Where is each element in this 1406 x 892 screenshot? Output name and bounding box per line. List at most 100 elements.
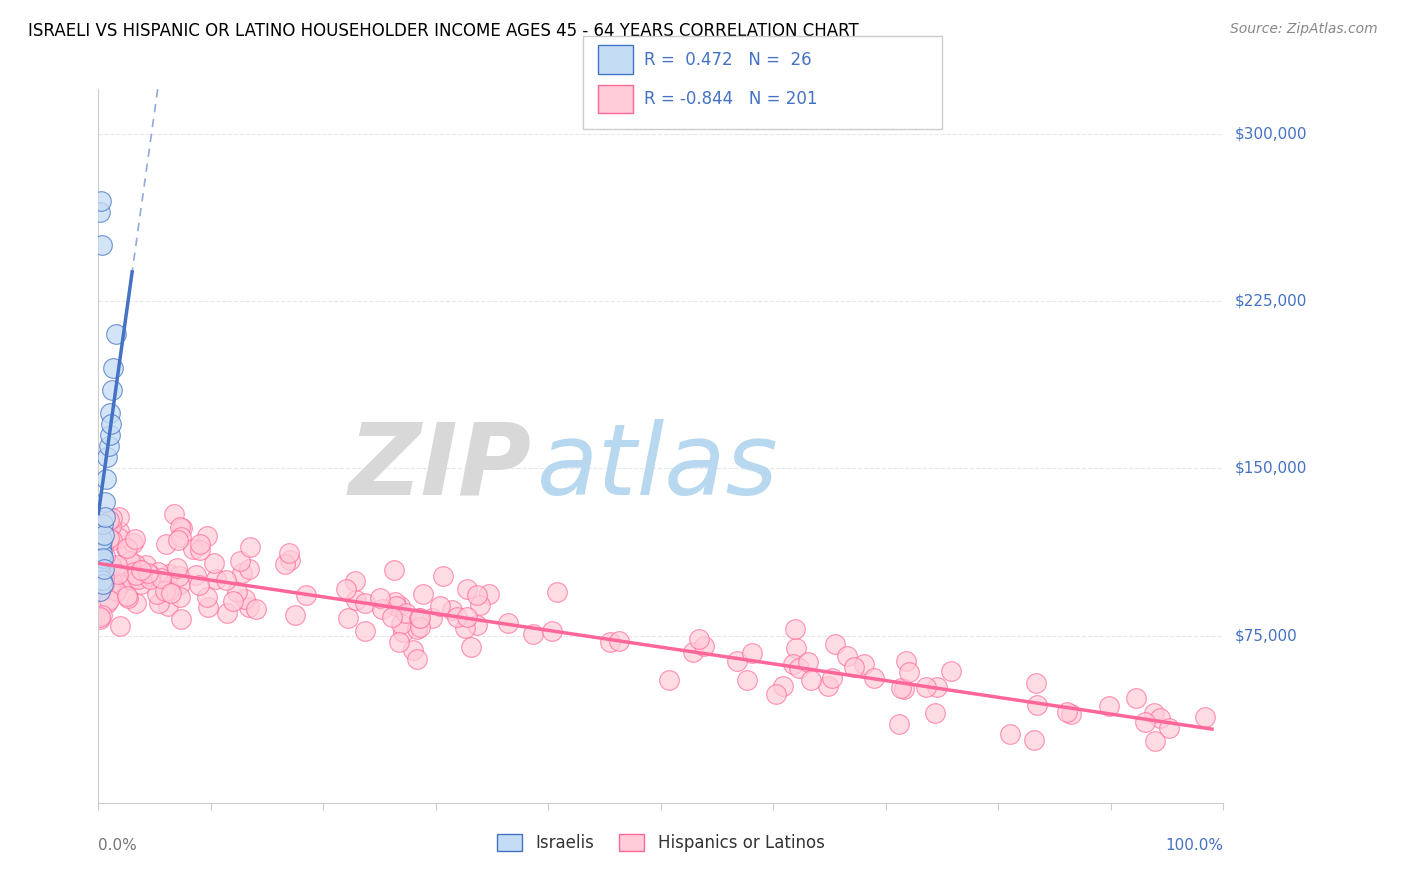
- Point: [136, 566, 159, 581]
- Point: [89, 554, 111, 568]
- Point: [108, 531, 131, 545]
- Point: [105, 558, 128, 573]
- Point: [785, 641, 807, 656]
- Point: [118, 554, 141, 568]
- Point: [1125, 691, 1147, 706]
- Point: [824, 637, 846, 651]
- Point: [90, 533, 112, 547]
- Text: $225,000: $225,000: [1234, 293, 1306, 309]
- Point: [157, 599, 180, 613]
- Point: [91, 580, 114, 594]
- Point: [125, 596, 148, 610]
- Point: [89, 555, 111, 569]
- Point: [446, 610, 468, 624]
- Point: [104, 562, 127, 576]
- Point: [429, 599, 451, 614]
- Point: [821, 672, 844, 686]
- Point: [896, 654, 918, 668]
- Point: [89, 583, 111, 598]
- Point: [166, 533, 188, 548]
- Point: [658, 673, 681, 687]
- Point: [100, 558, 122, 572]
- Point: [91, 563, 114, 577]
- Point: [344, 574, 367, 588]
- Point: [354, 596, 377, 610]
- Point: [388, 599, 411, 614]
- Point: [98, 582, 121, 596]
- Point: [1135, 714, 1157, 729]
- Point: [89, 583, 111, 598]
- Point: [389, 616, 412, 631]
- Point: [225, 585, 247, 599]
- Point: [190, 537, 212, 551]
- Point: [90, 539, 112, 553]
- Text: $300,000: $300,000: [1234, 127, 1306, 141]
- Point: [89, 610, 111, 624]
- Point: [93, 571, 115, 585]
- Point: [284, 607, 307, 622]
- Point: [134, 558, 156, 572]
- Point: [139, 567, 162, 582]
- Point: [93, 549, 115, 563]
- Point: [101, 575, 124, 590]
- Point: [131, 577, 153, 591]
- Point: [800, 673, 823, 687]
- Point: [101, 360, 124, 375]
- Point: [108, 509, 131, 524]
- Point: [371, 602, 394, 616]
- Point: [498, 615, 520, 630]
- Text: R = -0.844   N = 201: R = -0.844 N = 201: [644, 90, 817, 108]
- Point: [90, 549, 112, 563]
- Point: [456, 582, 478, 597]
- Point: [782, 657, 804, 671]
- Point: [91, 566, 114, 580]
- Point: [169, 519, 191, 533]
- Point: [108, 619, 131, 633]
- Point: [863, 671, 886, 685]
- Point: [897, 665, 920, 680]
- Point: [1026, 698, 1049, 712]
- Point: [197, 600, 219, 615]
- Point: [105, 327, 128, 342]
- Point: [170, 612, 193, 626]
- Point: [160, 586, 183, 600]
- Point: [789, 660, 811, 674]
- Point: [796, 655, 818, 669]
- Point: [465, 618, 488, 632]
- Point: [229, 554, 252, 568]
- Point: [915, 681, 938, 695]
- Point: [599, 634, 621, 648]
- Point: [90, 546, 112, 560]
- Point: [380, 610, 402, 624]
- Point: [96, 595, 118, 609]
- Point: [239, 540, 262, 554]
- Point: [238, 561, 260, 575]
- Point: [468, 599, 491, 613]
- Point: [108, 576, 131, 591]
- Point: [90, 571, 112, 585]
- Point: [395, 606, 418, 620]
- Point: [114, 541, 136, 556]
- Point: [101, 511, 124, 525]
- Point: [406, 652, 429, 666]
- Point: [1098, 699, 1121, 714]
- Point: [541, 624, 564, 638]
- Point: [546, 585, 568, 599]
- Point: [420, 611, 443, 625]
- Point: [202, 556, 225, 570]
- Point: [205, 572, 228, 586]
- Point: [153, 584, 176, 599]
- Point: [101, 533, 124, 548]
- Point: [1194, 710, 1216, 724]
- Point: [163, 507, 186, 521]
- Point: [465, 588, 488, 602]
- Point: [117, 591, 139, 605]
- Point: [157, 567, 180, 582]
- Point: [100, 417, 122, 431]
- Point: [98, 532, 121, 546]
- Point: [96, 472, 118, 486]
- Point: [172, 521, 194, 535]
- Point: [93, 562, 115, 576]
- Point: [89, 569, 111, 583]
- Point: [145, 587, 167, 601]
